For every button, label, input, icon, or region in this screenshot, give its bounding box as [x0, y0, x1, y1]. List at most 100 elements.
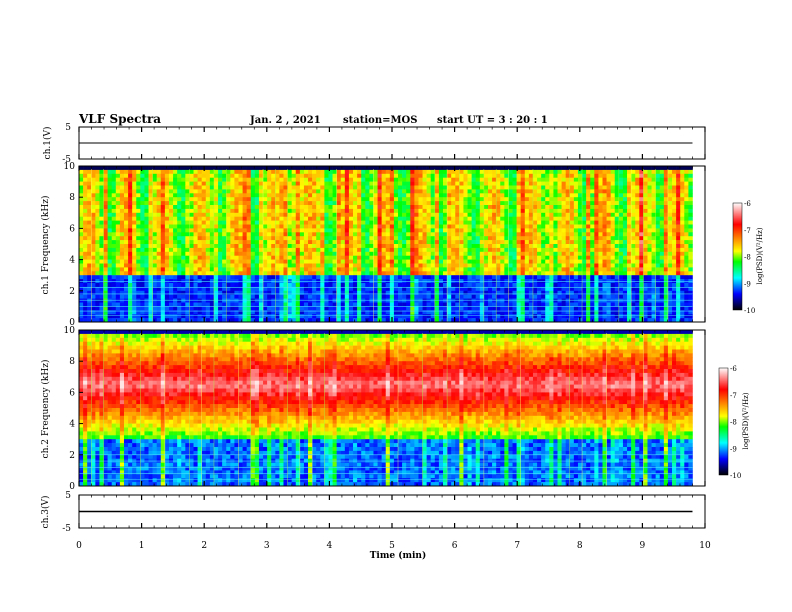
- spectrogram-cell: [287, 185, 292, 190]
- spectrogram-cell: [156, 236, 162, 241]
- spectrogram-cell: [218, 306, 223, 311]
- spectrogram-cell: [496, 244, 501, 249]
- spectrogram-cell: [508, 197, 513, 202]
- spectrogram-cell: [287, 220, 292, 225]
- spectrogram-cell: [156, 173, 162, 178]
- spectrogram-cell: [91, 318, 96, 323]
- spectrogram-cell: [279, 310, 284, 315]
- spectrogram-cell: [119, 177, 125, 182]
- spectrogram-cell: [230, 201, 235, 206]
- spectrogram-cell: [528, 263, 534, 268]
- spectrogram-cell: [79, 294, 84, 299]
- spectrogram-cell: [385, 197, 391, 202]
- spectrogram-cell: [128, 310, 133, 315]
- spectrogram-cell: [500, 263, 505, 268]
- spectrogram-cell: [451, 290, 456, 295]
- spectrogram-cell: [128, 318, 133, 323]
- spectrogram-cell: [209, 275, 215, 280]
- spectrogram-cell: [238, 290, 243, 295]
- spectrogram-cell: [348, 240, 354, 245]
- spectrogram-cell: [144, 240, 149, 245]
- spectrogram-cell: [246, 189, 252, 194]
- spectrogram-cell: [177, 205, 182, 210]
- spectrogram-cell: [410, 271, 415, 276]
- spectrogram-cell: [500, 290, 505, 295]
- spectrogram-cell: [508, 259, 513, 264]
- spectrogram-cell: [528, 166, 534, 171]
- spectrogram-cell: [340, 181, 346, 186]
- spectrogram-cell: [275, 197, 280, 202]
- spectrogram-cell: [512, 177, 517, 182]
- spectrogram-cell: [328, 185, 333, 190]
- spectrogram-cell: [95, 185, 100, 190]
- spectrogram-cell: [463, 318, 468, 323]
- spectrogram-cell: [283, 318, 288, 323]
- spectrogram-cell: [398, 255, 403, 260]
- spectrogram-cell: [185, 173, 190, 178]
- spectrogram-cell: [381, 302, 387, 307]
- spectrogram-cell: [119, 173, 125, 178]
- spectrogram-cell: [426, 220, 432, 225]
- spectrogram-cell: [357, 208, 362, 214]
- spectrogram-cell: [381, 275, 387, 280]
- spectrogram-cell: [328, 283, 333, 288]
- spectrogram-cell: [250, 197, 256, 202]
- spectrogram-cell: [426, 201, 432, 206]
- spectrogram-cell: [263, 294, 268, 299]
- spectrogram-cell: [164, 310, 170, 315]
- spectrogram-cell: [553, 232, 558, 237]
- spectrogram-cell: [308, 201, 313, 206]
- spectrogram-cell: [463, 251, 468, 256]
- spectrogram-cell: [348, 318, 354, 323]
- spectrogram-cell: [119, 189, 125, 194]
- spectrogram-cell: [369, 185, 374, 190]
- spectrogram-cell: [467, 193, 472, 198]
- spectrogram-cell: [99, 310, 104, 315]
- spectrogram-cell: [230, 267, 235, 272]
- spectrogram-cell: [299, 255, 305, 260]
- spectrogram-cell: [528, 310, 534, 315]
- spectrogram-cell: [193, 247, 198, 253]
- spectrogram-cell: [434, 247, 440, 253]
- spectrogram-cell: [328, 240, 333, 245]
- spectrogram-cell: [459, 197, 464, 202]
- spectrogram-cell: [516, 244, 522, 249]
- spectrogram-cell: [148, 294, 153, 299]
- spectrogram-cell: [545, 275, 550, 280]
- spectrogram-cell: [295, 236, 301, 241]
- spectrogram-cell: [426, 177, 432, 182]
- spectrogram-cell: [267, 271, 272, 276]
- spectrogram-cell: [111, 302, 117, 307]
- spectrogram-cell: [128, 240, 133, 245]
- spectrogram-cell: [377, 216, 382, 221]
- spectrogram-cell: [561, 240, 566, 245]
- spectrogram-cell: [569, 166, 575, 171]
- spectrogram-cell: [234, 193, 239, 198]
- spectrogram-cell: [303, 193, 309, 198]
- spectrogram-cell: [487, 193, 493, 198]
- spectrogram-cell: [258, 259, 264, 264]
- spectrogram-cell: [545, 255, 550, 260]
- spectrogram-cell: [332, 201, 337, 206]
- spectrogram-cell: [483, 216, 489, 221]
- spectrogram-cell: [455, 255, 460, 260]
- spectrogram-cell: [393, 212, 399, 217]
- spectrogram-cell: [483, 166, 489, 171]
- spectrogram-cell: [467, 255, 472, 260]
- spectrogram-cell: [173, 201, 178, 206]
- spectrogram-cell: [504, 263, 509, 268]
- spectrogram-cell: [344, 228, 350, 233]
- spectrogram-cell: [487, 263, 493, 268]
- spectrogram-cell: [361, 267, 366, 272]
- spectrogram-cell: [385, 255, 391, 260]
- spectrogram-cell: [140, 247, 145, 253]
- spectrogram-cell: [164, 275, 170, 280]
- spectrogram-cell: [308, 205, 313, 210]
- spectrogram-cell: [524, 232, 530, 237]
- spectrogram-cell: [213, 290, 219, 295]
- spectrogram-cell: [107, 212, 113, 217]
- spectrogram-cell: [557, 166, 562, 171]
- spectrogram-cell: [299, 267, 305, 272]
- spectrogram-cell: [168, 193, 174, 198]
- spectrogram-cell: [287, 318, 292, 323]
